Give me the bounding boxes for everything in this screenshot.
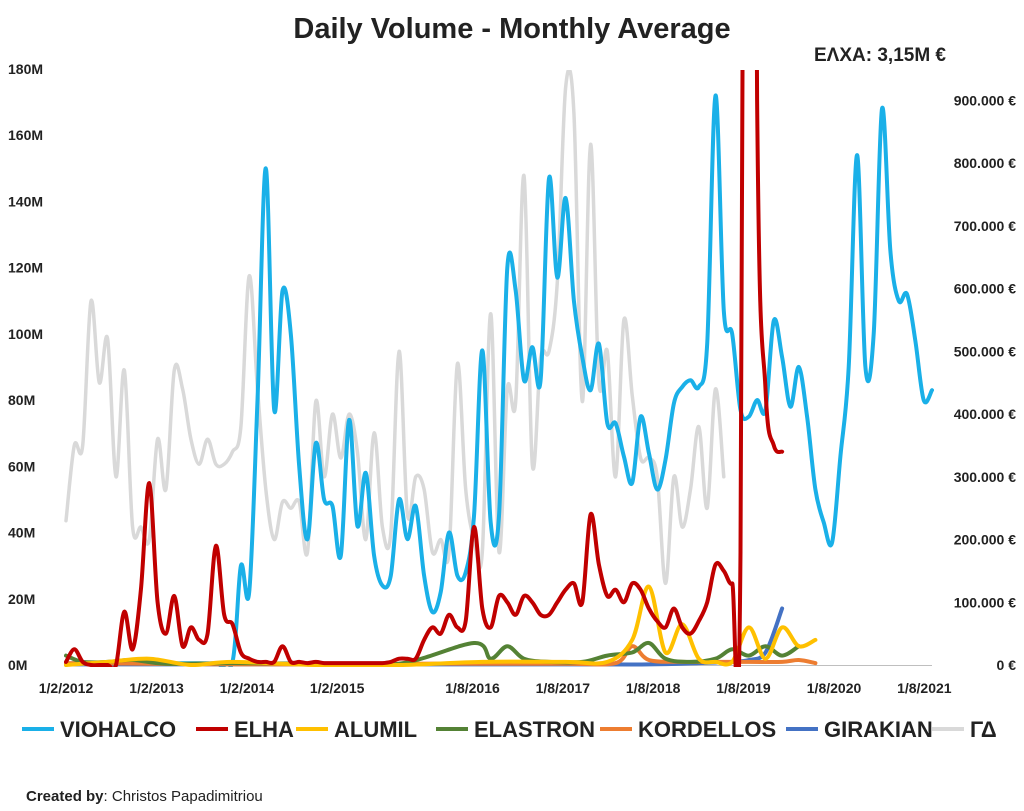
x-tick: 1/8/2020 [807,680,862,696]
x-tick: 1/8/2018 [626,680,681,696]
right-y-tick: 600.000 € [954,281,1016,297]
left-y-tick: 20M [8,591,35,607]
right-y-tick: 500.000 € [954,343,1016,359]
left-y-axis: 0M 20M 40M 60M 80M 100M 120M 140M 160M 180M [8,61,43,673]
legend: VIOHALCO ELHA ALUMIL ELASTRON KORDELLOS GIRAK… [22,717,997,742]
right-y-tick: 800.000 € [954,155,1016,171]
x-axis: 1/2/2012 1/2/2013 1/2/2014 1/2/2015 1/8/2016… [39,680,952,696]
series-line-elha [64,70,785,667]
right-y-tick: 700.000 € [954,218,1016,234]
left-y-tick: 80M [8,392,35,408]
legend-label-viohalco: VIOHALCO [60,717,176,742]
x-tick: 1/8/2016 [445,680,500,696]
series-line-alumil [64,584,818,667]
elha-peak-annotation: ΕΛΧΑ: 3,15M € [814,45,946,66]
legend-label-gd: ΓΔ [970,717,997,742]
right-y-tick: 200.000 € [954,532,1016,548]
left-y-tick: 100M [8,326,43,342]
right-y-tick: 300.000 € [954,469,1016,485]
x-tick: 1/2/2012 [39,680,94,696]
left-y-tick: 40M [8,525,35,541]
legend-label-girakian: GIRAKIAN [824,717,933,742]
right-y-tick: 900.000 € [954,92,1016,108]
series-line-viohalco [64,93,934,667]
credit-line: Created by: Christos Papadimitriou [26,788,263,805]
legend-label-kordellos: KORDELLOS [638,717,776,742]
x-tick: 1/8/2021 [897,680,952,696]
legend-label-alumil: ALUMIL [334,717,417,742]
right-y-tick: 100.000 € [954,594,1016,610]
right-y-tick: 0 € [997,657,1017,673]
left-y-tick: 140M [8,193,43,209]
x-tick: 1/8/2017 [536,680,591,696]
right-y-axis: 0 € 100.000 € 200.000 € 300.000 € 400.000 € 5… [954,92,1017,673]
series-lines [64,70,934,667]
credit-name: Christos Papadimitriou [111,788,263,805]
left-y-tick: 160M [8,127,43,143]
series-line-gd [64,70,726,586]
left-y-tick: 0M [8,657,27,673]
chart-title: Daily Volume - Monthly Average [293,13,730,45]
x-tick: 1/2/2015 [310,680,365,696]
x-tick: 1/8/2019 [716,680,771,696]
right-y-tick: 400.000 € [954,406,1016,422]
left-y-tick: 180M [8,61,43,77]
credit-label: Created by [26,788,104,805]
legend-label-elastron: ELASTRON [474,717,595,742]
legend-label-elha: ELHA [234,717,294,742]
x-tick: 1/2/2013 [129,680,184,696]
credit-separator: : [103,788,112,805]
left-y-tick: 120M [8,260,43,276]
x-tick: 1/2/2014 [220,680,275,696]
left-y-tick: 60M [8,458,35,474]
